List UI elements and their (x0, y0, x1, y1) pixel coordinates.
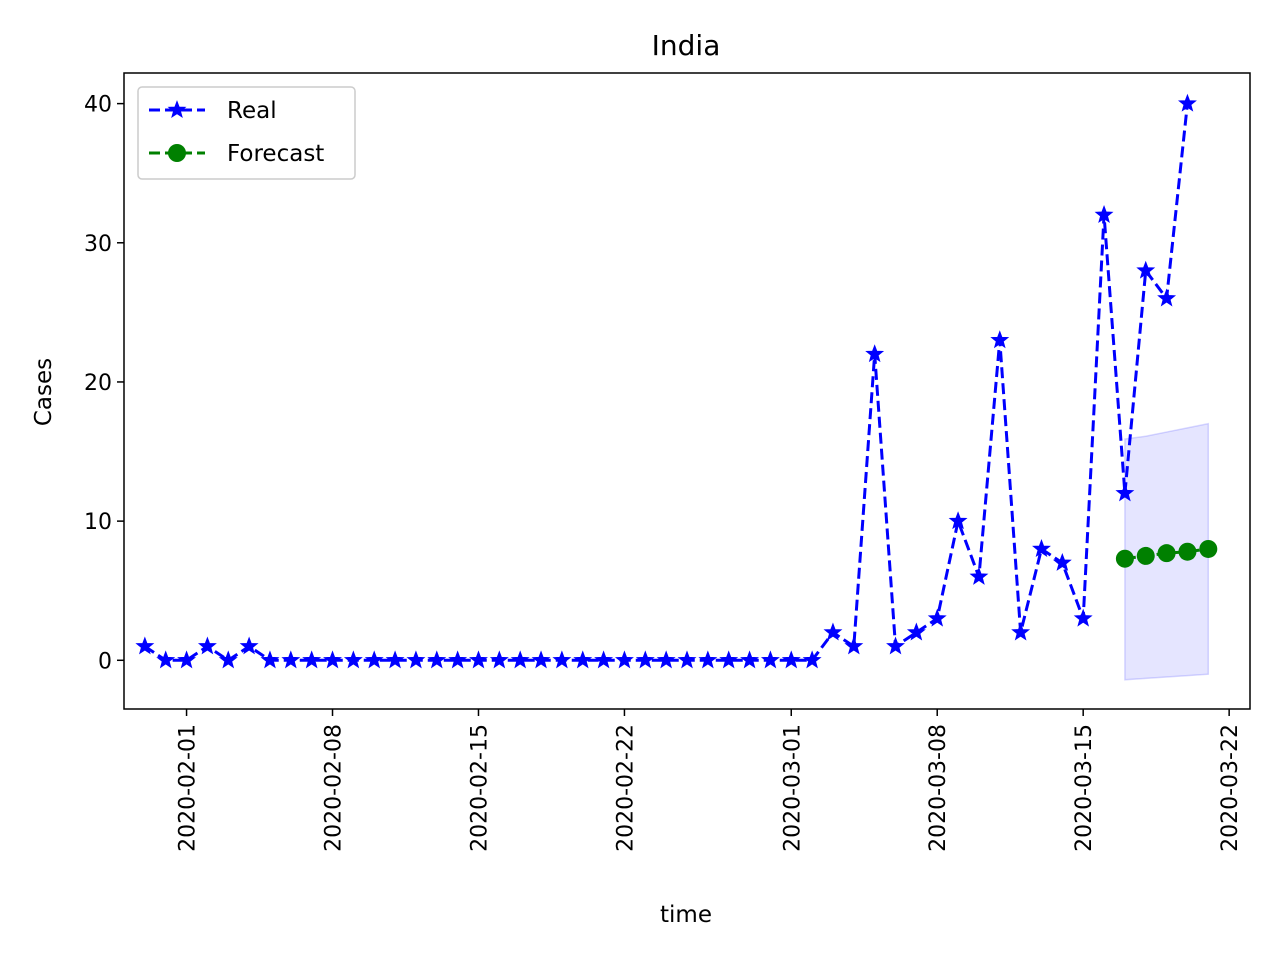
y-tick-label: 20 (84, 371, 112, 396)
real-point (323, 650, 342, 669)
real-point (343, 650, 363, 669)
forecast-point (1115, 549, 1134, 568)
real-point (177, 650, 196, 669)
real-point (594, 650, 614, 669)
chart-title: India (652, 29, 721, 62)
real-point (1136, 260, 1156, 279)
real-point (865, 344, 885, 363)
x-axis-label: time (660, 902, 712, 928)
plot-frame (123, 72, 1251, 710)
real-point (635, 650, 655, 669)
real-point (1157, 288, 1177, 307)
x-tick-label: 2020-03-01 (780, 724, 805, 852)
real-point (781, 650, 801, 669)
x-tick-label: 2020-02-01 (176, 724, 201, 852)
x-tick-label: 2020-03-08 (926, 724, 951, 852)
series-layer (135, 93, 1218, 669)
x-tick-label: 2020-03-15 (1072, 724, 1097, 852)
legend-label-real: Real (227, 98, 277, 124)
real-point (1115, 483, 1135, 502)
real-point (260, 650, 280, 669)
real-point (948, 511, 968, 530)
real-point (823, 622, 843, 641)
x-tick-label: 2020-02-22 (613, 724, 638, 852)
forecast-point (1199, 539, 1218, 558)
real-point (719, 650, 739, 669)
real-series-line (144, 103, 1189, 663)
real-point (844, 636, 864, 655)
real-point (239, 636, 259, 655)
real-point (1052, 552, 1072, 571)
real-point (990, 330, 1010, 349)
forecast-point (1178, 542, 1197, 561)
forecast-point (1157, 544, 1176, 563)
real-point (552, 650, 572, 669)
real-point (448, 650, 468, 669)
real-point (573, 650, 593, 669)
plot-area: 2020-02-01 2020-02-08 2020-02-15 2020-02-22… (84, 72, 1251, 852)
legend-label-forecast: Forecast (227, 141, 324, 167)
real-point (510, 650, 530, 669)
real-point (740, 650, 759, 669)
real-point (1032, 539, 1051, 557)
real-point (281, 650, 301, 669)
legend-marker-forecast (168, 144, 186, 162)
real-point (615, 650, 634, 669)
y-axis-label: Cases (31, 358, 57, 426)
x-tick-label: 2020-02-15 (467, 724, 492, 852)
real-point (406, 650, 426, 669)
real-point (656, 650, 676, 669)
real-point (1011, 622, 1031, 641)
real-point (135, 636, 155, 655)
real-point (969, 566, 989, 585)
real-point (698, 650, 718, 669)
real-point (1073, 608, 1093, 627)
real-point (302, 650, 322, 669)
y-tick-label: 30 (84, 232, 112, 257)
y-tick-label: 10 (84, 510, 112, 535)
y-axis-ticks: 0 10 20 30 40 (84, 93, 124, 674)
real-point (927, 608, 947, 627)
x-tick-label: 2020-02-08 (322, 724, 347, 852)
real-point (760, 650, 780, 669)
real-point (469, 650, 488, 669)
real-point (1178, 93, 1197, 112)
real-point (427, 650, 447, 669)
real-point (385, 650, 405, 669)
real-point (906, 622, 926, 641)
real-point (364, 650, 384, 669)
real-point (197, 636, 217, 655)
y-tick-label: 40 (84, 93, 112, 118)
forecast-point (1136, 546, 1155, 565)
y-tick-label: 0 (98, 649, 112, 674)
real-point (218, 650, 238, 669)
real-point (156, 650, 176, 669)
real-point (1094, 205, 1114, 223)
x-tick-label: 2020-03-22 (1218, 724, 1243, 852)
real-point (802, 650, 822, 669)
legend-marker-real (167, 100, 187, 119)
legend-box (137, 86, 356, 180)
real-point (886, 636, 905, 655)
real-point (677, 650, 697, 669)
legend: Real Forecast (137, 86, 356, 180)
x-axis-ticks: 2020-02-01 2020-02-08 2020-02-15 2020-02-22… (176, 709, 1243, 852)
real-point (531, 650, 551, 669)
real-point (489, 650, 509, 669)
